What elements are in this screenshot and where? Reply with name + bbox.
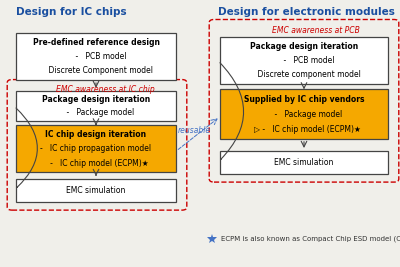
- FancyBboxPatch shape: [220, 151, 388, 174]
- FancyBboxPatch shape: [16, 125, 176, 172]
- Text: Discrete Component model: Discrete Component model: [39, 66, 153, 75]
- Text: -   Package model: - Package model: [57, 108, 135, 117]
- Text: ▷ -   IC chip model (ECPM)★: ▷ - IC chip model (ECPM)★: [247, 125, 361, 134]
- FancyArrowPatch shape: [16, 108, 37, 187]
- FancyBboxPatch shape: [220, 89, 388, 139]
- FancyArrowPatch shape: [220, 63, 244, 159]
- Text: -   IC chip propagation model: - IC chip propagation model: [40, 144, 152, 153]
- FancyBboxPatch shape: [220, 37, 388, 84]
- Text: Pre-defined reference design: Pre-defined reference design: [32, 38, 160, 47]
- Text: -   Package model: - Package model: [265, 110, 343, 119]
- Text: -   PCB model: - PCB model: [66, 52, 126, 61]
- FancyBboxPatch shape: [16, 33, 176, 80]
- FancyBboxPatch shape: [16, 91, 176, 121]
- Text: EMC simulation: EMC simulation: [274, 158, 334, 167]
- Text: Discrete component model: Discrete component model: [248, 70, 360, 79]
- Text: Package design iteration: Package design iteration: [250, 42, 358, 51]
- Text: Design for electronic modules: Design for electronic modules: [218, 7, 395, 17]
- Text: IC chip design iteration: IC chip design iteration: [46, 130, 146, 139]
- Text: -   PCB model: - PCB model: [274, 56, 334, 65]
- Text: Design for IC chips: Design for IC chips: [16, 7, 127, 17]
- Text: Supplied by IC chip vendors: Supplied by IC chip vendors: [244, 95, 364, 104]
- Text: -   IC chip model (ECPM)★: - IC chip model (ECPM)★: [43, 159, 149, 167]
- Text: Package design iteration: Package design iteration: [42, 95, 150, 104]
- Text: ECPM is also known as Compact Chip ESD model (CECM): ECPM is also known as Compact Chip ESD m…: [221, 236, 400, 242]
- Text: reusable: reusable: [178, 126, 210, 135]
- Text: EMC awareness at PCB: EMC awareness at PCB: [272, 26, 360, 35]
- FancyBboxPatch shape: [16, 179, 176, 202]
- Text: EMC awareness at IC chip: EMC awareness at IC chip: [56, 85, 155, 94]
- Text: EMC simulation: EMC simulation: [66, 186, 126, 195]
